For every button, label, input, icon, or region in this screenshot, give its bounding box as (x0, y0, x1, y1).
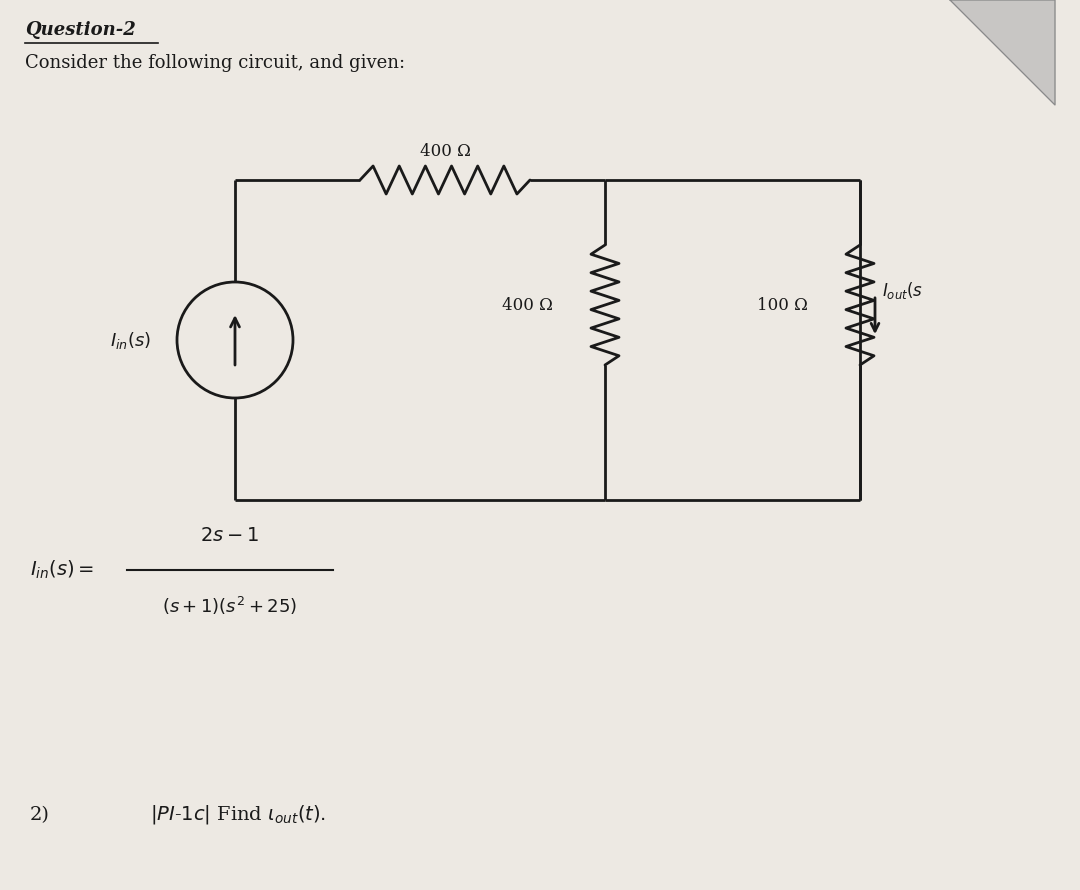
Polygon shape (950, 0, 1055, 105)
Text: 2): 2) (30, 806, 50, 824)
Text: $I_{out}(s$: $I_{out}(s$ (882, 279, 923, 301)
Text: 400 Ω: 400 Ω (419, 143, 471, 160)
Text: Consider the following circuit, and given:: Consider the following circuit, and give… (25, 54, 405, 72)
Text: Question-2: Question-2 (25, 21, 136, 39)
Text: $2s - 1$: $2s - 1$ (201, 527, 259, 545)
Text: 100 Ω: 100 Ω (757, 296, 808, 313)
Text: $(s + 1)(s^2 + 25)$: $(s + 1)(s^2 + 25)$ (162, 595, 298, 617)
Text: $I_{in}(s)$: $I_{in}(s)$ (110, 329, 151, 351)
Text: $I_{in}(s) =$: $I_{in}(s) =$ (30, 559, 94, 581)
Text: 400 Ω: 400 Ω (502, 296, 553, 313)
Text: $|PI$-$1c|$ Find $\iota_{out}(t).$: $|PI$-$1c|$ Find $\iota_{out}(t).$ (150, 804, 326, 827)
